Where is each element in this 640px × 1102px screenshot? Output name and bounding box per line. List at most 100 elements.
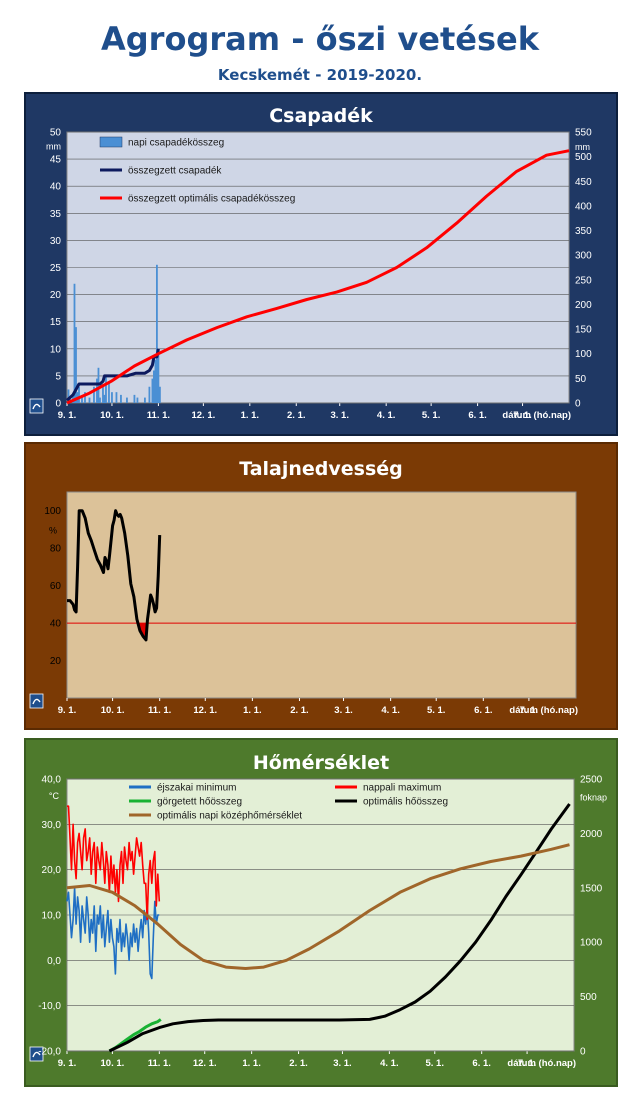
y-tick-label: 40 (50, 619, 62, 630)
x-tick-label: 1. 1. (242, 1058, 260, 1069)
y2-tick-label: 350 (575, 226, 592, 237)
y2-tick-label: 0 (575, 399, 581, 410)
precipitation-bar (88, 397, 91, 403)
y2-tick-label: 1500 (580, 883, 603, 894)
precipitation-bar (157, 348, 160, 403)
omsz-logo-icon (29, 398, 44, 414)
cumulative-precipitation-line (65, 348, 160, 402)
y-axis-unit: % (49, 525, 57, 535)
y2-tick-label: 2000 (580, 829, 603, 840)
optimal-heat-sum-line (108, 803, 571, 1053)
x-tick-label: 2. 1. (287, 410, 306, 421)
y2-tick-label: 0 (580, 1047, 586, 1058)
precipitation-bar (102, 384, 104, 403)
x-tick-label: 5. 1. (422, 410, 441, 421)
y-tick-label: 15 (50, 317, 62, 328)
y2-tick-label: 1000 (580, 938, 603, 949)
y2-tick-label: 500 (575, 152, 592, 163)
x-tick-label: 7. 1. (513, 410, 532, 421)
legend-label: összegzett optimális csapadékösszeg (128, 194, 295, 205)
precipitation-bar (115, 392, 118, 403)
x-tick-label: 1. 1. (241, 410, 260, 421)
precipitation-bar (111, 392, 113, 403)
legend-label: optimális napi középhőmérséklet (157, 811, 302, 822)
precipitation-bar (105, 375, 107, 403)
x-tick-label: 7. 1. (520, 705, 539, 716)
x-tick-label: 4. 1. (380, 1058, 399, 1069)
x-tick-label: 1. 1. (243, 705, 262, 716)
x-tick-label: 11. 1. (148, 1058, 171, 1069)
day-max-line (67, 805, 161, 921)
legend-label: éjszakai minimum (157, 783, 236, 794)
x-tick-label: 10. 1. (101, 705, 125, 716)
y-tick-label: 60 (50, 581, 62, 592)
x-tick-label: 9. 1. (58, 705, 77, 716)
y-tick-label: 10 (50, 344, 62, 355)
x-tick-label: 4. 1. (377, 410, 396, 421)
temperature-chart: 9. 1. 10. 1. 11. 1. 12. 1. 1. 1. 2. 1. 3. 1. 4.… (29, 775, 607, 1069)
y2-tick-label: 450 (575, 177, 592, 188)
precipitation-bar (153, 370, 155, 403)
y-tick-label: 80 (50, 544, 62, 555)
y-tick-label: 50 (50, 128, 62, 139)
precipitation-bar (159, 386, 161, 403)
y-tick-label: 45 (50, 155, 62, 166)
x-tick-label: 11. 1. (147, 410, 170, 421)
y2-tick-label: 200 (575, 300, 592, 311)
precipitation-bar (108, 381, 110, 403)
x-tick-label: 10. 1. (101, 1058, 125, 1069)
legend-label: optimális hőösszeg (363, 797, 448, 808)
y-tick-label: -20,0 (38, 1047, 61, 1058)
y-tick-label: 0 (55, 399, 61, 410)
precipitation-bar (67, 389, 70, 403)
omsz-logo-icon (29, 693, 44, 709)
precipitation-bar (154, 359, 157, 403)
x-tick-label: 5. 1. (427, 705, 446, 716)
x-tick-label: 7. 1. (518, 1058, 537, 1069)
legend-label: napi csapadékösszeg (128, 138, 224, 149)
legend-label: összegzett csapadék (128, 166, 222, 177)
precipitation-title: Csapadék (269, 105, 373, 127)
y-axis-unit: mm (46, 142, 61, 152)
x-tick-label: 3. 1. (330, 410, 349, 421)
precipitation-bar (156, 264, 158, 403)
precipitation-chart: 9. 1. 10. 1. 11. 1. 12. 1. 1. 1. 2. 1. 3. 1. 4.… (29, 128, 592, 421)
y-axis-unit: °C (49, 791, 60, 801)
soil-moisture-title: Talajnedvesség (239, 458, 403, 480)
x-tick-label: 6. 1. (472, 1058, 491, 1069)
precipitation-panel: 9. 1. 10. 1. 11. 1. 12. 1. 1. 1. 2. 1. 3. 1. 4.… (24, 92, 618, 436)
soil-moisture-panel: 9. 1. 10. 1. 11. 1. 12. 1. 1. 1. 2. 1. 3. 1. 4.… (24, 442, 618, 730)
y2-tick-label: 500 (580, 992, 597, 1003)
legend-label: nappali maximum (363, 783, 441, 794)
y-tick-label: 25 (50, 263, 62, 274)
precipitation-bar (151, 378, 154, 403)
soil-moisture-chart: 9. 1. 10. 1. 11. 1. 12. 1. 1. 1. 2. 1. 3. 1. 4.… (29, 491, 578, 716)
plot-area (66, 491, 577, 699)
y2-axis-unit: foknap (580, 792, 607, 802)
precipitation-bar (78, 386, 80, 403)
y2-axis-unit: mm (575, 142, 590, 152)
y-tick-label: 40 (50, 182, 62, 193)
omsz-logo-mark (32, 1051, 41, 1058)
precipitation-bar (144, 397, 146, 403)
y-tick-label: 5 (55, 371, 61, 382)
x-axis-label: dátum (hó.nap) (507, 1058, 576, 1069)
precipitation-bar (96, 378, 98, 403)
precipitation-bar (93, 386, 95, 403)
x-tick-label: 3. 1. (334, 705, 353, 716)
precipitation-bar (126, 397, 128, 403)
y-tick-label: 100 (44, 506, 61, 517)
x-tick-label: 3. 1. (333, 1058, 352, 1069)
x-axis-label: dátum (hó.nap) (502, 410, 571, 421)
soil-moisture-line (67, 509, 162, 642)
omsz-logo-mark (32, 403, 41, 410)
y-tick-label: 20 (50, 290, 62, 301)
y-tick-label: 40,0 (42, 775, 62, 786)
legend-swatch (99, 136, 123, 148)
x-tick-label: 12. 1. (191, 410, 215, 421)
y-tick-label: 20,0 (42, 865, 62, 876)
y-tick-label: 30,0 (42, 820, 62, 831)
x-tick-label: 6. 1. (468, 410, 487, 421)
x-tick-label: 2. 1. (290, 705, 309, 716)
omsz-logo-icon (29, 1046, 44, 1062)
